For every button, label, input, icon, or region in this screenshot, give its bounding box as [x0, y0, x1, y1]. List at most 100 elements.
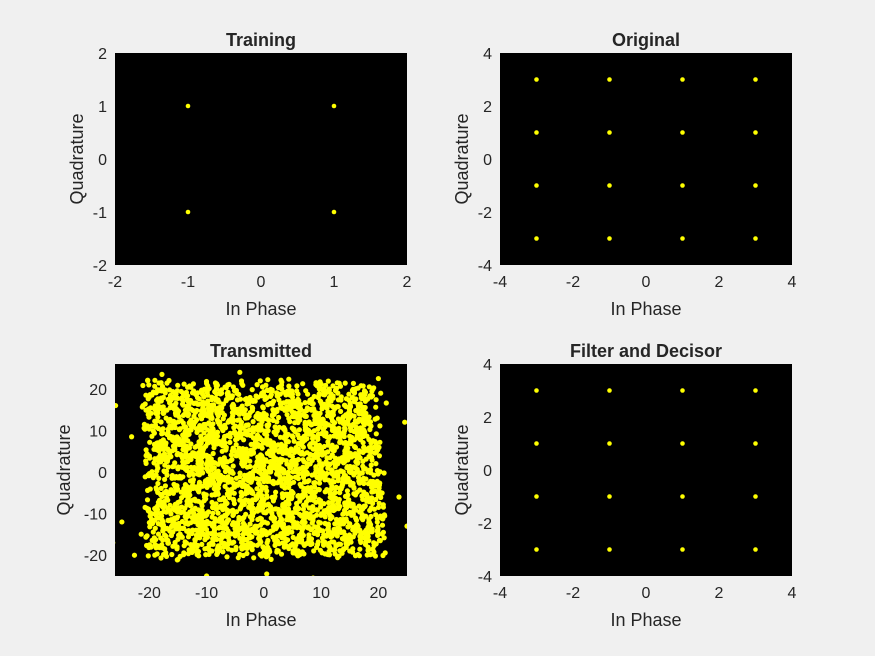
data-point [187, 503, 193, 509]
data-point [265, 423, 271, 429]
data-point [315, 532, 321, 538]
data-point [219, 424, 225, 430]
data-point [332, 485, 338, 491]
data-point [331, 209, 337, 215]
data-point [184, 519, 190, 526]
data-point [154, 418, 160, 424]
data-point [200, 405, 206, 412]
data-point [344, 412, 350, 418]
data-point [254, 382, 260, 388]
data-point [366, 469, 372, 475]
data-point [159, 371, 165, 377]
data-point [347, 402, 353, 409]
data-point [199, 454, 205, 460]
data-point [321, 443, 327, 450]
data-point [369, 529, 375, 535]
data-point [198, 433, 204, 439]
data-point [155, 402, 161, 408]
data-point [319, 401, 325, 407]
data-point [264, 478, 270, 484]
data-point [370, 489, 376, 495]
data-point [306, 461, 312, 467]
data-point [375, 492, 381, 499]
data-point [230, 419, 236, 425]
data-point [159, 383, 166, 390]
data-point [336, 485, 343, 492]
data-point [364, 433, 370, 439]
data-point [322, 520, 328, 527]
data-point [185, 209, 191, 215]
data-point [151, 441, 158, 447]
y-tick-label: -20 [84, 548, 107, 565]
data-point [316, 499, 322, 505]
data-point [290, 534, 296, 541]
y-tick-label: 4 [483, 46, 492, 63]
data-point [175, 556, 181, 562]
y-axis-label: Quadrature [452, 424, 472, 515]
data-point [223, 396, 230, 403]
data-point [217, 524, 223, 530]
data-point [292, 447, 299, 453]
data-point [232, 526, 238, 532]
data-point [371, 540, 377, 546]
data-point [329, 452, 335, 458]
data-point [607, 236, 612, 241]
data-point [259, 520, 265, 526]
data-point [213, 501, 219, 507]
data-point [362, 418, 368, 424]
data-point [301, 485, 307, 492]
data-point [374, 415, 380, 421]
data-point [304, 405, 310, 411]
data-point [358, 383, 364, 389]
data-point [287, 419, 293, 425]
data-point [150, 475, 156, 481]
data-point [264, 475, 270, 481]
data-point [361, 530, 367, 536]
data-point [210, 450, 216, 457]
data-point [170, 464, 176, 470]
data-point [254, 495, 260, 501]
data-point [199, 541, 205, 548]
data-point [224, 464, 230, 470]
y-axis-label: Quadrature [54, 424, 74, 515]
data-point [292, 542, 298, 548]
data-point [330, 423, 336, 429]
data-point [350, 422, 356, 428]
data-point [179, 396, 185, 402]
data-point [297, 497, 303, 503]
data-point [260, 455, 266, 461]
data-point [143, 460, 149, 466]
data-point [342, 380, 348, 386]
data-point [221, 436, 227, 442]
data-point [176, 441, 182, 448]
data-point [380, 552, 386, 559]
data-point [272, 515, 278, 522]
data-point [289, 388, 295, 394]
data-point [359, 470, 365, 476]
data-point [175, 395, 181, 401]
data-point [131, 552, 138, 558]
y-tick-label: 1 [98, 99, 107, 116]
data-point [271, 462, 277, 468]
data-point [244, 464, 250, 470]
data-point [348, 437, 354, 443]
data-point [364, 536, 370, 542]
data-point [284, 412, 290, 418]
data-point [203, 443, 209, 449]
data-point [179, 464, 185, 470]
data-point [326, 543, 332, 549]
data-point [680, 77, 685, 82]
data-point [196, 486, 202, 492]
x-tick-label: 0 [642, 274, 651, 291]
data-point [299, 449, 305, 455]
data-point [196, 439, 202, 445]
data-point [227, 439, 233, 445]
data-point [265, 377, 271, 383]
data-point [312, 441, 318, 447]
data-point [165, 497, 171, 503]
data-point [199, 387, 205, 393]
data-point [351, 485, 357, 491]
data-point [232, 429, 238, 435]
data-point [196, 481, 202, 487]
data-point [362, 411, 368, 417]
